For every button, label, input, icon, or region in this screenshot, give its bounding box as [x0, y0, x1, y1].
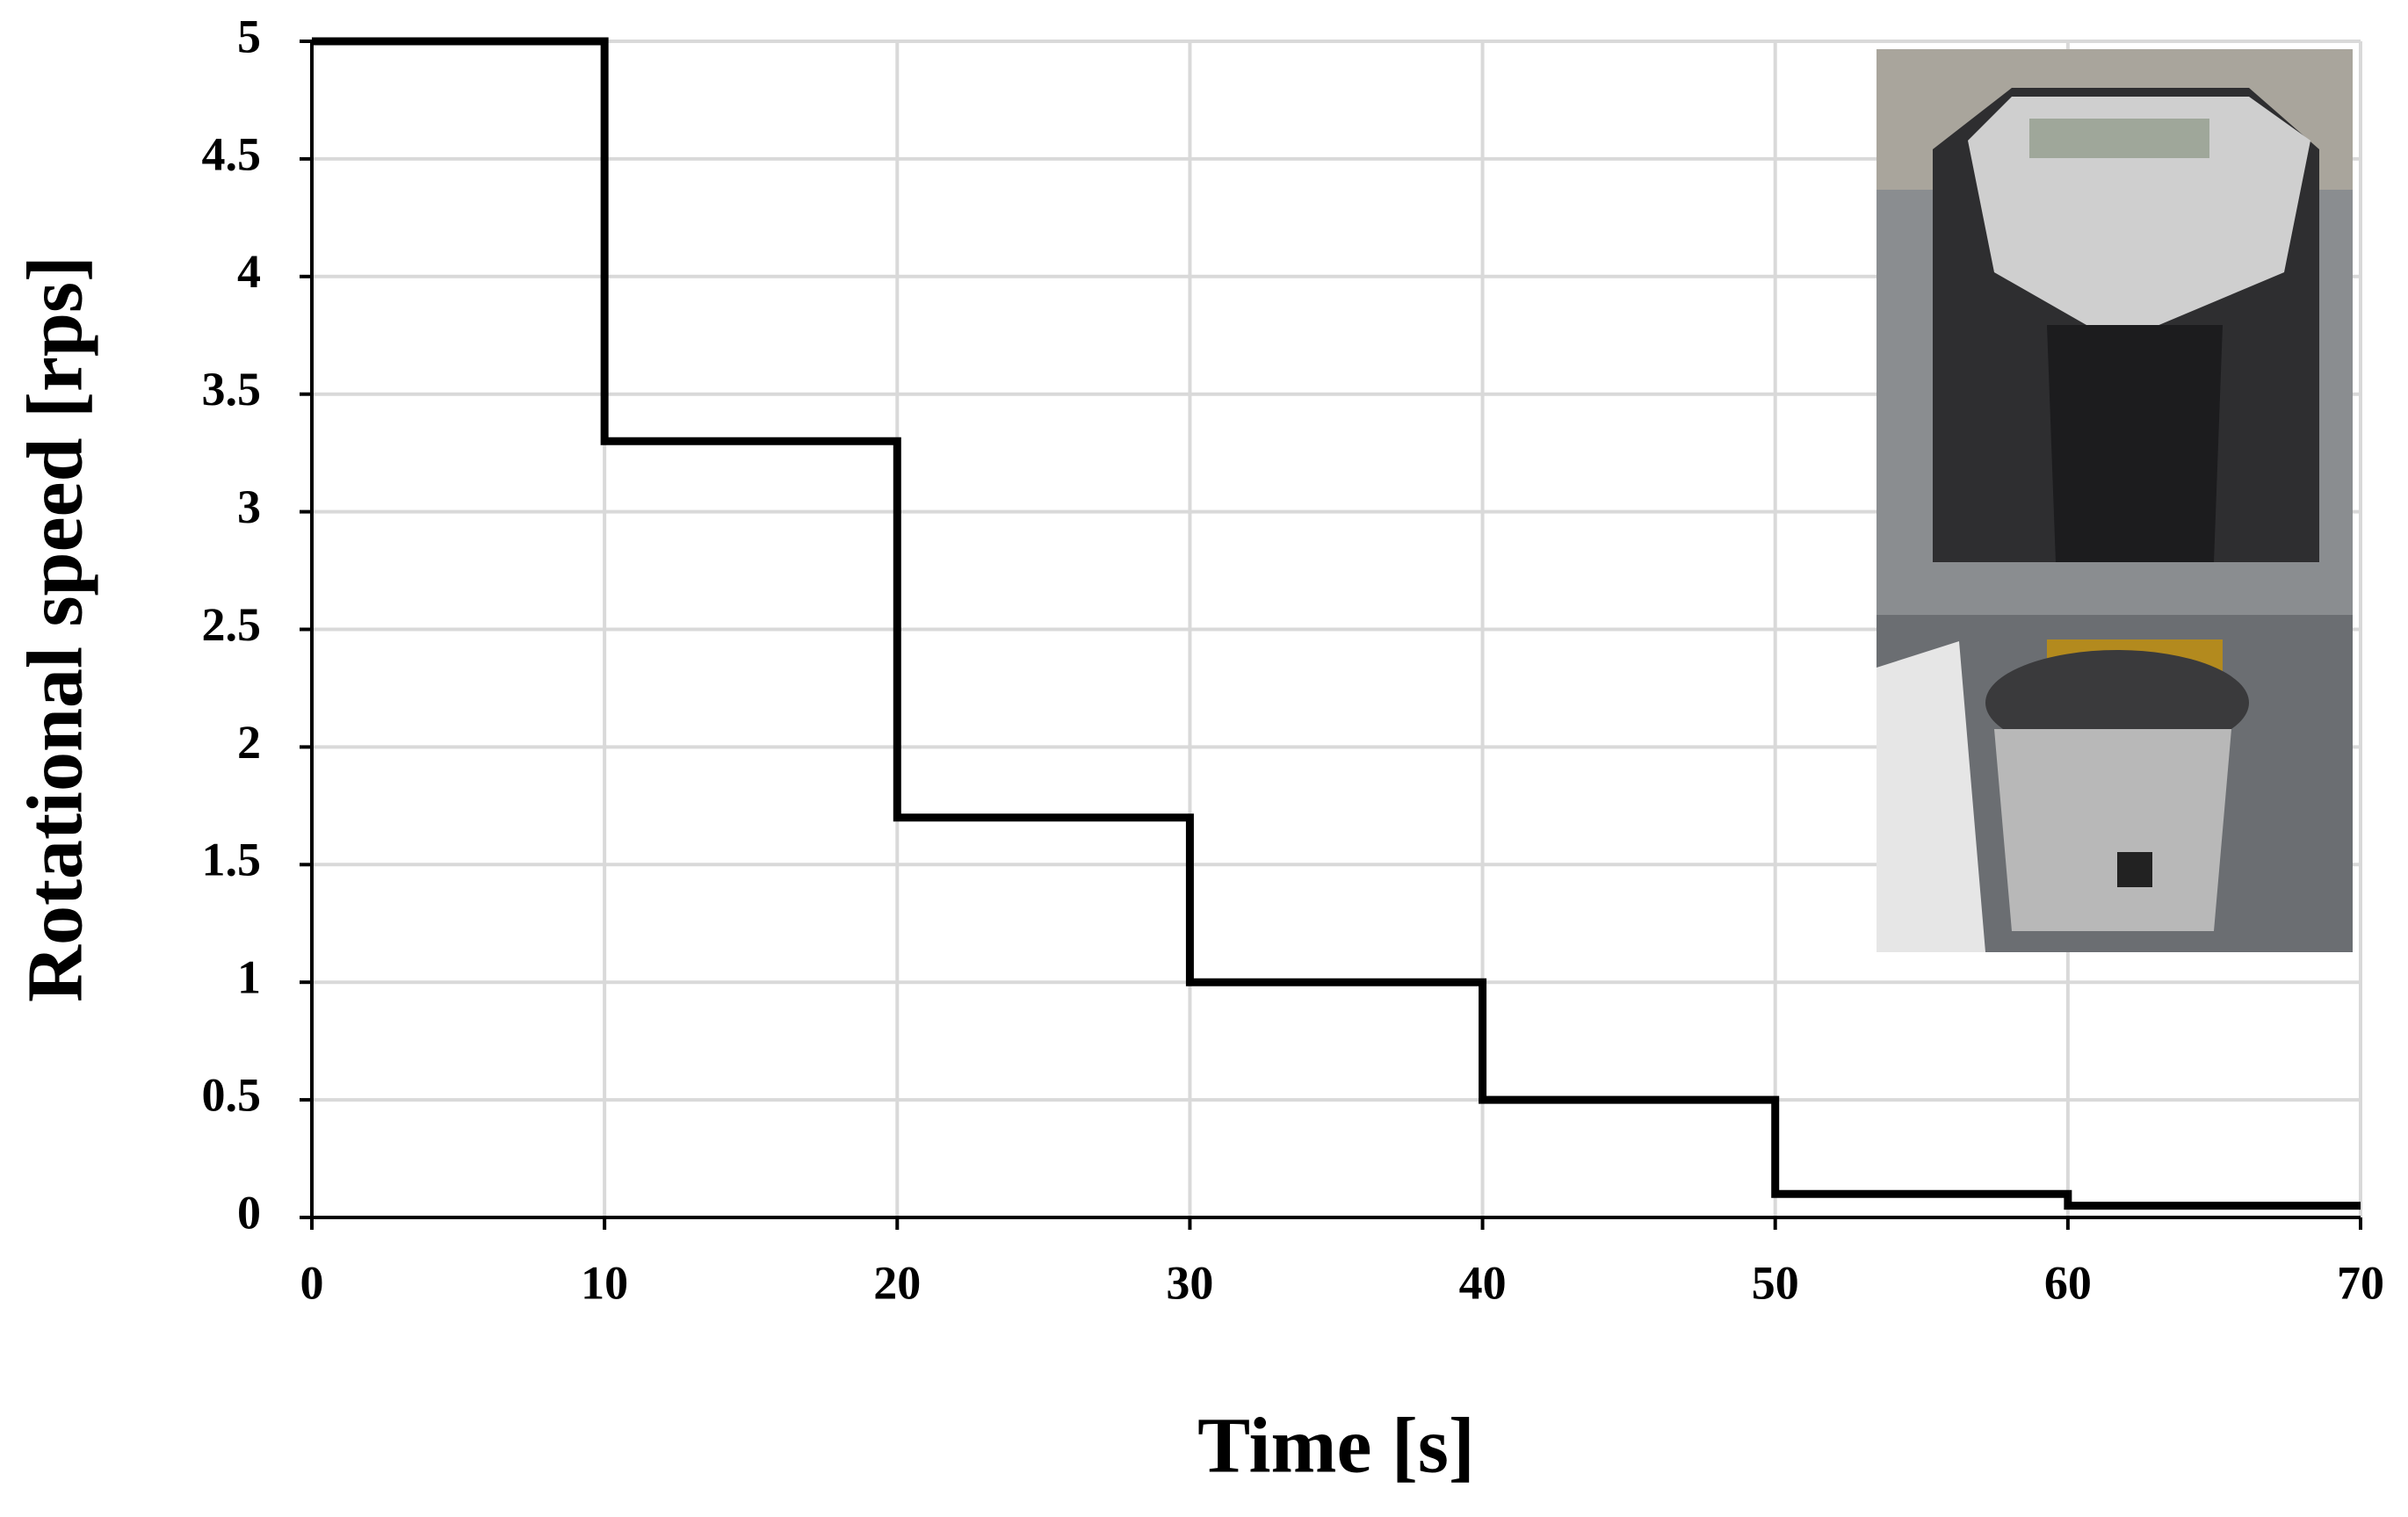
x-axis-title: Time [s]	[1197, 1403, 1475, 1490]
x-tick-label: 10	[581, 1256, 628, 1309]
y-tick-label: 2.5	[202, 598, 262, 651]
x-tick-label: 20	[873, 1256, 921, 1309]
x-tick-label: 50	[1752, 1256, 1799, 1309]
x-tick-label: 0	[300, 1256, 324, 1309]
y-tick-label: 1.5	[202, 834, 262, 886]
data-line	[312, 37, 2361, 1210]
y-axis-title: Rotational speed [rps]	[12, 256, 99, 1002]
y-tick-label: 1	[237, 951, 261, 1004]
y-tick-label: 2	[237, 716, 261, 769]
y-tick-label: 3.5	[202, 363, 262, 415]
y-tick-label: 4	[237, 245, 261, 298]
y-tick-label: 0	[237, 1186, 261, 1239]
x-tick-label: 70	[2337, 1256, 2384, 1309]
x-tick-label: 40	[1459, 1256, 1507, 1309]
y-tick-label: 0.5	[202, 1068, 262, 1121]
x-tick-label: 30	[1166, 1256, 1213, 1309]
y-tick-label: 3	[237, 480, 261, 533]
x-tick-label: 60	[2044, 1256, 2092, 1309]
y-tick-label: 5	[237, 10, 261, 62]
inset-photo	[1877, 49, 2353, 952]
y-tick-label: 4.5	[202, 127, 262, 180]
